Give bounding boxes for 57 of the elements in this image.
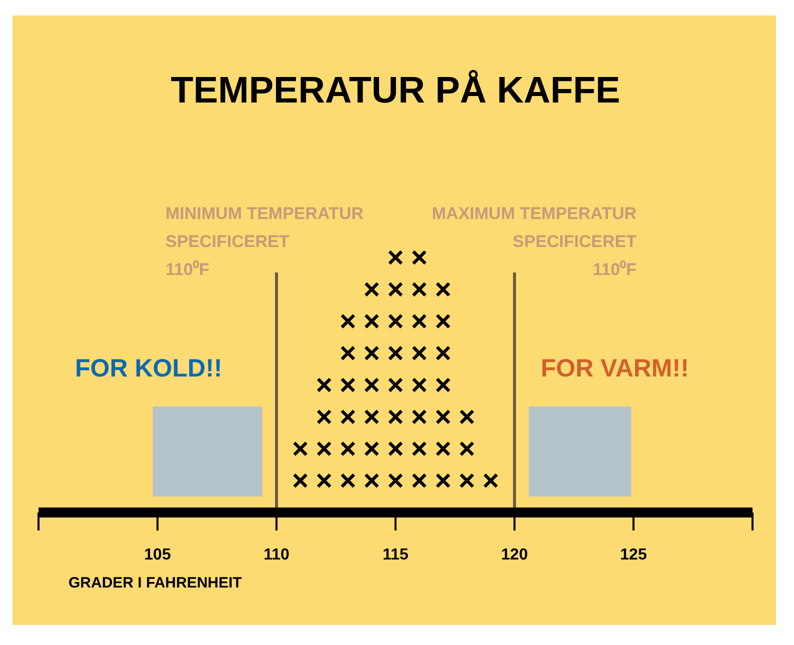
point: [340, 409, 356, 424]
point: [364, 346, 380, 361]
point: [364, 377, 380, 393]
x-axis-title: GRADER I FAHRENHEIT: [68, 574, 242, 592]
point: [316, 409, 332, 424]
point: [340, 441, 356, 456]
x-tick-label: 110: [264, 546, 290, 564]
point: [435, 473, 451, 488]
band-label: FOR VARM!!: [540, 354, 689, 382]
point: [388, 441, 404, 456]
point: [435, 377, 451, 393]
point: [340, 314, 356, 329]
point: [364, 473, 380, 488]
x-tick-label: 105: [144, 546, 171, 564]
point: [412, 314, 427, 329]
point: [412, 250, 427, 266]
point: [412, 282, 427, 297]
point: [435, 409, 451, 424]
point: [388, 346, 404, 361]
point: [388, 282, 404, 297]
point: [412, 473, 427, 488]
point: [388, 377, 404, 393]
point: [364, 282, 380, 297]
point: [459, 441, 475, 456]
ref-line-label: MAXIMUM TEMPERATUR SPECIFICERET 110⁰F: [432, 204, 638, 279]
point: [316, 377, 332, 393]
point: [483, 473, 498, 488]
point: [435, 346, 451, 361]
point: [435, 314, 451, 329]
point: [459, 473, 475, 488]
point: [388, 314, 404, 329]
point: [412, 409, 427, 424]
point: [412, 346, 427, 361]
point: [364, 314, 380, 329]
point: [435, 441, 451, 456]
point: [388, 409, 404, 424]
point: [459, 409, 475, 424]
chart-title: TEMPERATUR PÅ KAFFE: [170, 70, 620, 110]
point: [292, 441, 308, 456]
point: [340, 377, 356, 393]
point: [364, 441, 380, 456]
point: [340, 346, 356, 361]
point: [340, 473, 356, 488]
point: [412, 377, 427, 393]
point: [316, 441, 332, 456]
point: [388, 473, 404, 488]
band-label: FOR KOLD!!: [75, 354, 222, 382]
point: [435, 282, 451, 297]
x-tick-label: 120: [501, 546, 528, 564]
point: [388, 250, 404, 266]
ref-line-label: MINIMUM TEMPERATUR SPECIFICERET 110⁰F: [166, 204, 364, 279]
point: [292, 473, 308, 488]
point: [364, 409, 380, 424]
x-tick-label: 115: [382, 546, 409, 564]
point: [412, 441, 427, 456]
point: [316, 473, 332, 488]
x-tick-label: 125: [620, 546, 647, 564]
